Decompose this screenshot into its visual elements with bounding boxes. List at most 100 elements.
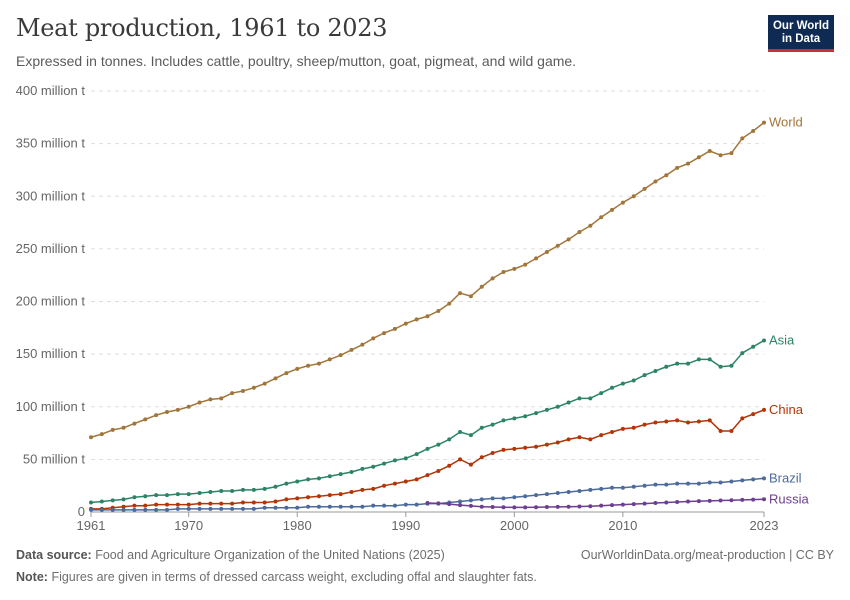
data-point-asia — [197, 491, 202, 496]
data-point-china — [479, 455, 484, 460]
data-point-world — [284, 371, 289, 376]
data-point-asia — [555, 404, 560, 409]
x-tick-label: 2010 — [608, 518, 637, 533]
data-point-asia — [653, 368, 658, 373]
data-point-world — [686, 161, 691, 166]
y-tick-label: 350 million t — [16, 136, 86, 151]
data-point-asia — [675, 361, 680, 366]
data-point-russia — [620, 502, 625, 507]
data-point-brazil — [718, 480, 723, 485]
data-point-world — [403, 321, 408, 326]
data-point-asia — [186, 492, 191, 497]
data-point-china — [230, 501, 235, 506]
data-point-asia — [642, 373, 647, 378]
data-point-world — [642, 186, 647, 191]
data-point-brazil — [686, 481, 691, 486]
data-point-asia — [306, 477, 311, 482]
data-point-brazil — [219, 506, 224, 511]
data-point-china — [251, 500, 256, 505]
data-point-world — [154, 413, 159, 418]
data-point-asia — [338, 472, 343, 477]
data-point-china — [599, 433, 604, 438]
data-point-china — [675, 418, 680, 423]
data-point-asia — [316, 476, 321, 481]
data-source: Data source: Food and Agriculture Organi… — [16, 548, 445, 562]
source-url[interactable]: OurWorldinData.org/meat-production | CC … — [580, 548, 834, 562]
data-point-russia — [447, 502, 452, 507]
series-label-china: China — [769, 402, 804, 417]
data-point-china — [338, 492, 343, 497]
data-point-china — [175, 502, 180, 507]
data-point-china — [762, 407, 766, 412]
data-point-russia — [425, 501, 430, 506]
data-point-world — [729, 151, 734, 156]
owid-logo[interactable]: Our World in Data — [768, 15, 834, 52]
data-point-china — [414, 477, 419, 482]
data-point-brazil — [121, 507, 126, 512]
chart-subtitle: Expressed in tonnes. Includes cattle, po… — [16, 53, 577, 69]
data-source-text[interactable]: Food and Agriculture Organization of the… — [95, 548, 445, 562]
data-point-asia — [577, 396, 582, 401]
data-point-china — [284, 497, 289, 502]
data-point-brazil — [653, 482, 658, 487]
series-label-russia: Russia — [769, 491, 810, 506]
data-point-world — [360, 342, 365, 347]
data-point-world — [436, 308, 441, 313]
data-point-brazil — [544, 492, 549, 497]
data-point-world — [740, 136, 745, 141]
data-point-world — [371, 336, 376, 341]
data-point-asia — [251, 487, 256, 492]
data-point-russia — [458, 503, 463, 508]
logo-line-2: in Data — [781, 33, 821, 45]
data-point-brazil — [490, 496, 495, 501]
data-point-china — [327, 493, 332, 498]
data-point-china — [219, 501, 224, 506]
data-point-asia — [360, 466, 365, 471]
data-point-brazil — [631, 484, 636, 489]
data-point-russia — [501, 505, 506, 510]
chart-note: Note: Figures are given in terms of dres… — [16, 570, 537, 584]
data-point-china — [653, 420, 658, 425]
data-point-china — [642, 422, 647, 427]
data-point-brazil — [403, 502, 408, 507]
data-point-china — [240, 500, 245, 505]
data-point-china — [751, 412, 756, 417]
data-point-china — [295, 496, 300, 501]
data-point-world — [501, 270, 506, 275]
data-point-world — [143, 417, 148, 422]
data-point-russia — [762, 497, 766, 502]
data-point-asia — [175, 492, 180, 497]
data-point-brazil — [512, 495, 517, 500]
data-point-world — [186, 404, 191, 409]
data-point-brazil — [143, 507, 148, 512]
data-point-brazil — [729, 479, 734, 484]
data-point-world — [577, 230, 582, 235]
data-point-world — [219, 396, 224, 401]
data-point-china — [501, 447, 506, 452]
data-point-china — [262, 500, 267, 505]
data-point-brazil — [240, 506, 245, 511]
data-point-brazil — [371, 503, 376, 508]
data-point-russia — [544, 505, 549, 510]
data-point-brazil — [99, 507, 104, 512]
data-point-russia — [718, 498, 723, 503]
data-point-asia — [349, 470, 354, 475]
data-point-china — [132, 503, 137, 508]
data-point-world — [458, 291, 463, 296]
data-point-asia — [686, 361, 691, 366]
data-point-world — [132, 421, 137, 426]
data-point-china — [577, 435, 582, 440]
data-point-china — [436, 468, 441, 473]
data-point-russia — [566, 504, 571, 509]
data-point-china — [686, 420, 691, 425]
data-point-russia — [468, 503, 473, 508]
x-tick-label: 1980 — [283, 518, 312, 533]
data-point-asia — [382, 461, 387, 466]
data-point-brazil — [164, 507, 169, 512]
data-point-asia — [610, 385, 615, 390]
data-point-china — [392, 481, 397, 486]
data-point-brazil — [414, 502, 419, 507]
data-point-china — [729, 428, 734, 433]
data-point-world — [175, 407, 180, 412]
data-point-asia — [121, 497, 126, 502]
